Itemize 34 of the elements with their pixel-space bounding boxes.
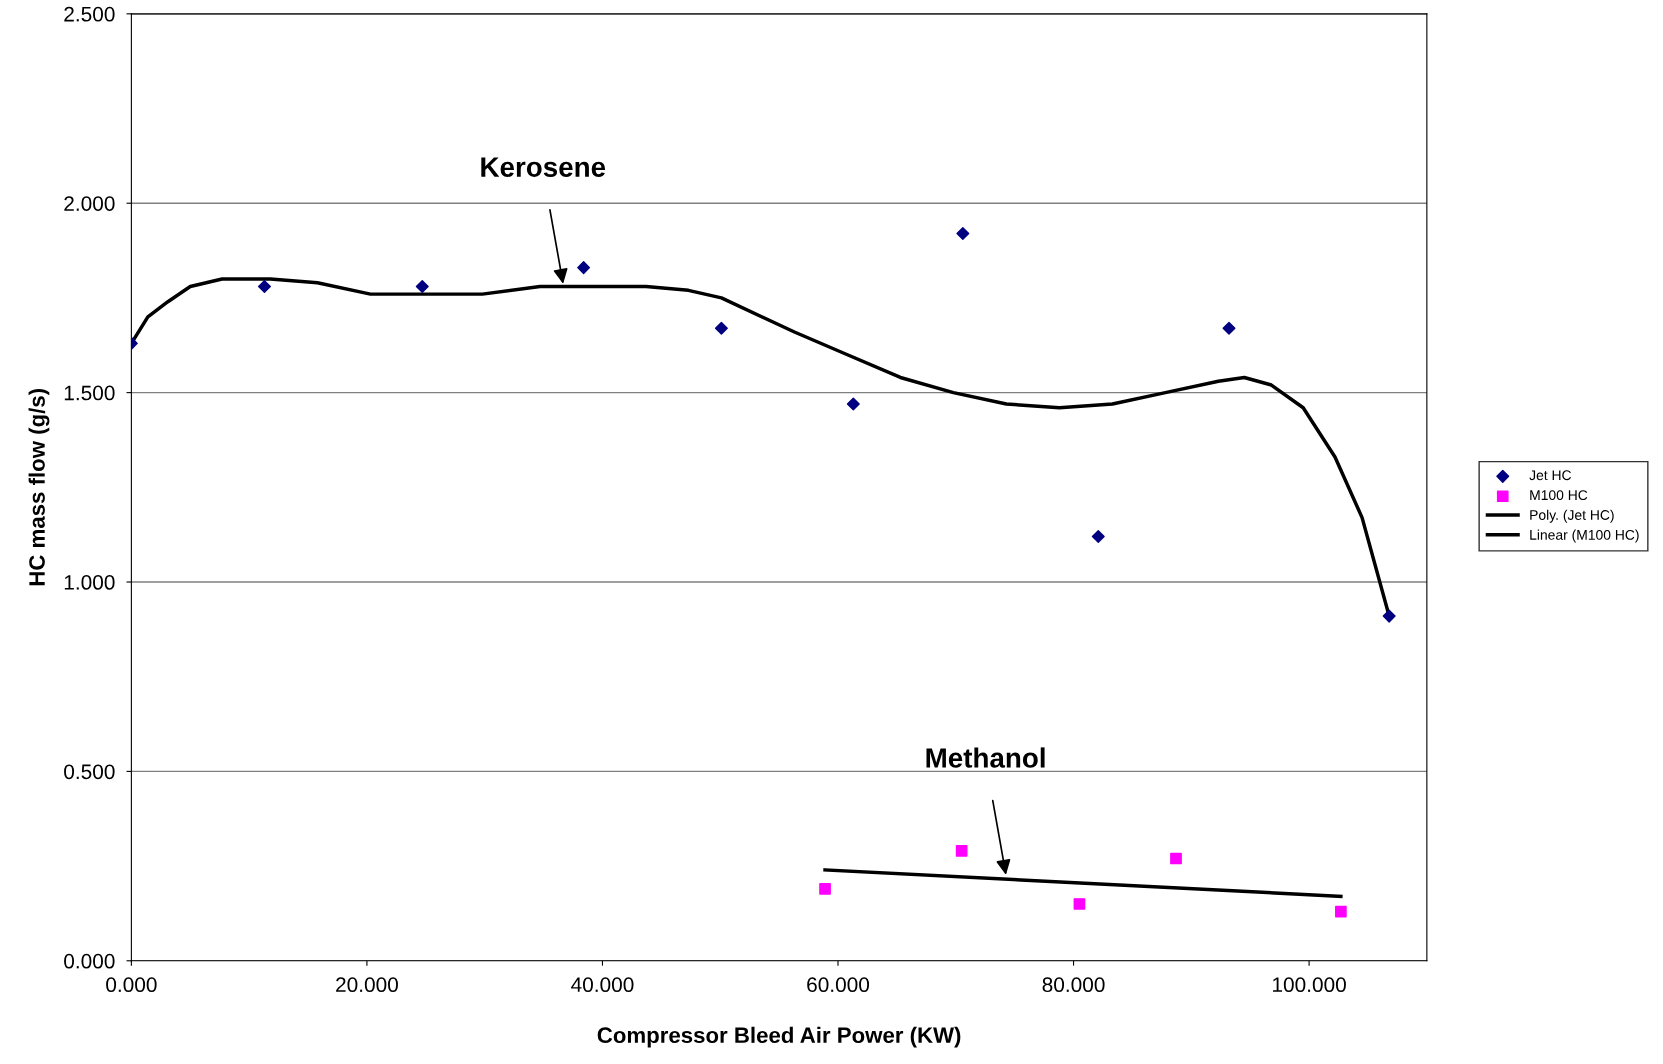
legend-label: Linear (M100 HC) (1530, 529, 1639, 543)
point (1073, 898, 1086, 910)
x-tick-label: 80.000 (1042, 977, 1105, 993)
x-tick-label: 60.000 (807, 977, 870, 993)
point (956, 227, 970, 241)
legend-label: M100 HC (1530, 490, 1588, 501)
point (1091, 530, 1105, 544)
point (577, 261, 591, 275)
y-tick-label: 2.500 (64, 6, 115, 22)
point (1382, 609, 1396, 623)
legend-label: Poly. (Jet HC) (1530, 509, 1614, 523)
x-tick-label: 40.000 (571, 977, 634, 993)
y-axis-title: HC mass flow (g/s) (28, 389, 50, 586)
legend-label: Jet HC (1529, 470, 1572, 481)
point (714, 321, 728, 335)
y-tick-label: 1.000 (64, 575, 115, 590)
point (955, 845, 968, 857)
x-tick-label: 20.000 (336, 977, 398, 993)
x-tick-label: 0.000 (106, 977, 157, 993)
point (257, 280, 271, 294)
y-tick-label: 2.000 (64, 196, 115, 211)
point (1170, 852, 1182, 865)
x-axis-title: Compressor Bleed Air Power (KW) (597, 1026, 961, 1048)
annotation: Methanol (926, 747, 1045, 768)
annotation: Kerosene (481, 157, 606, 177)
y-tick-label: 0.000 (64, 953, 115, 969)
point (819, 882, 831, 895)
point (1222, 321, 1236, 335)
x-tick-label: 100.000 (1273, 977, 1346, 993)
point (1335, 905, 1347, 918)
point (415, 280, 429, 294)
point (846, 397, 860, 411)
y-tick-label: 0.500 (64, 764, 115, 780)
y-tick-label: 1.500 (64, 385, 115, 401)
